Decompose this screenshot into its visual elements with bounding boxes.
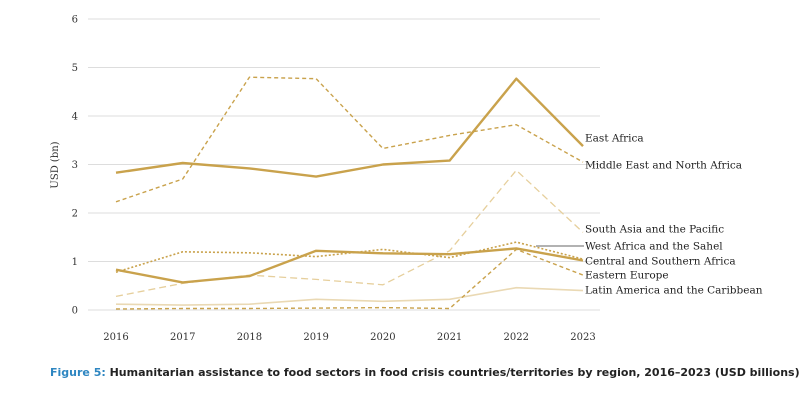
x-tick-2022: 2022 [504,332,529,343]
line-chart: 0 1 2 3 4 5 6 2016 2017 2018 2019 2020 2021 2022 2023… [50,15,763,344]
series-line-central-and-southern-africa [115,241,584,273]
series-line-eastern-europe [115,248,584,310]
series-label-central-and-southern-africa: Central and Southern Africa [585,256,736,268]
series-line-latin-america-and-the-caribbean [115,286,584,306]
y-tick-6: 6 [72,15,78,26]
figure-caption: Figure 5: Humanitarian assistance to foo… [50,366,800,379]
series-label-west-africa-and-the-sahel: West Africa and the Sahel [585,241,723,253]
y-axis-title: USD (bn) [50,141,61,188]
x-tick-2019: 2019 [303,332,328,343]
series-labels: East Africa Middle East and North Africa S… [536,133,763,297]
y-tick-4: 4 [72,112,78,123]
x-tick-2023: 2023 [570,332,595,343]
series-line-west-africa-and-the-sahel [115,247,584,284]
series-label-eastern-europe: Eastern Europe [585,270,669,282]
x-tick-2016: 2016 [103,332,128,343]
x-tick-2017: 2017 [170,332,195,343]
series-line-east-africa [115,77,584,178]
series-label-latin-america-and-the-caribbean: Latin America and the Caribbean [585,285,763,297]
y-tick-5: 5 [72,63,78,74]
x-tick-2020: 2020 [370,332,395,343]
x-tick-labels: 2016 2017 2018 2019 2020 2021 2022 2023 [103,332,595,343]
y-tick-3: 3 [72,160,78,171]
series-line-middle-east-and-north-africa [115,76,584,203]
figure-number: Figure 5: [50,366,106,379]
y-tick-labels: 0 1 2 3 4 5 6 [72,15,78,317]
y-tick-1: 1 [72,257,78,268]
x-tick-2018: 2018 [237,332,262,343]
series-label-south-asia-and-the-pacific: South Asia and the Pacific [585,224,724,236]
series-line-south-asia-and-the-pacific [115,169,584,298]
series-label-east-africa: East Africa [585,133,644,145]
x-tick-2021: 2021 [437,332,462,343]
y-tick-0: 0 [72,306,78,317]
caption-text: Humanitarian assistance to food sectors … [105,366,800,379]
y-tick-2: 2 [72,209,78,220]
series-lines [115,76,584,310]
series-label-middle-east-and-north-africa: Middle East and North Africa [585,160,742,172]
